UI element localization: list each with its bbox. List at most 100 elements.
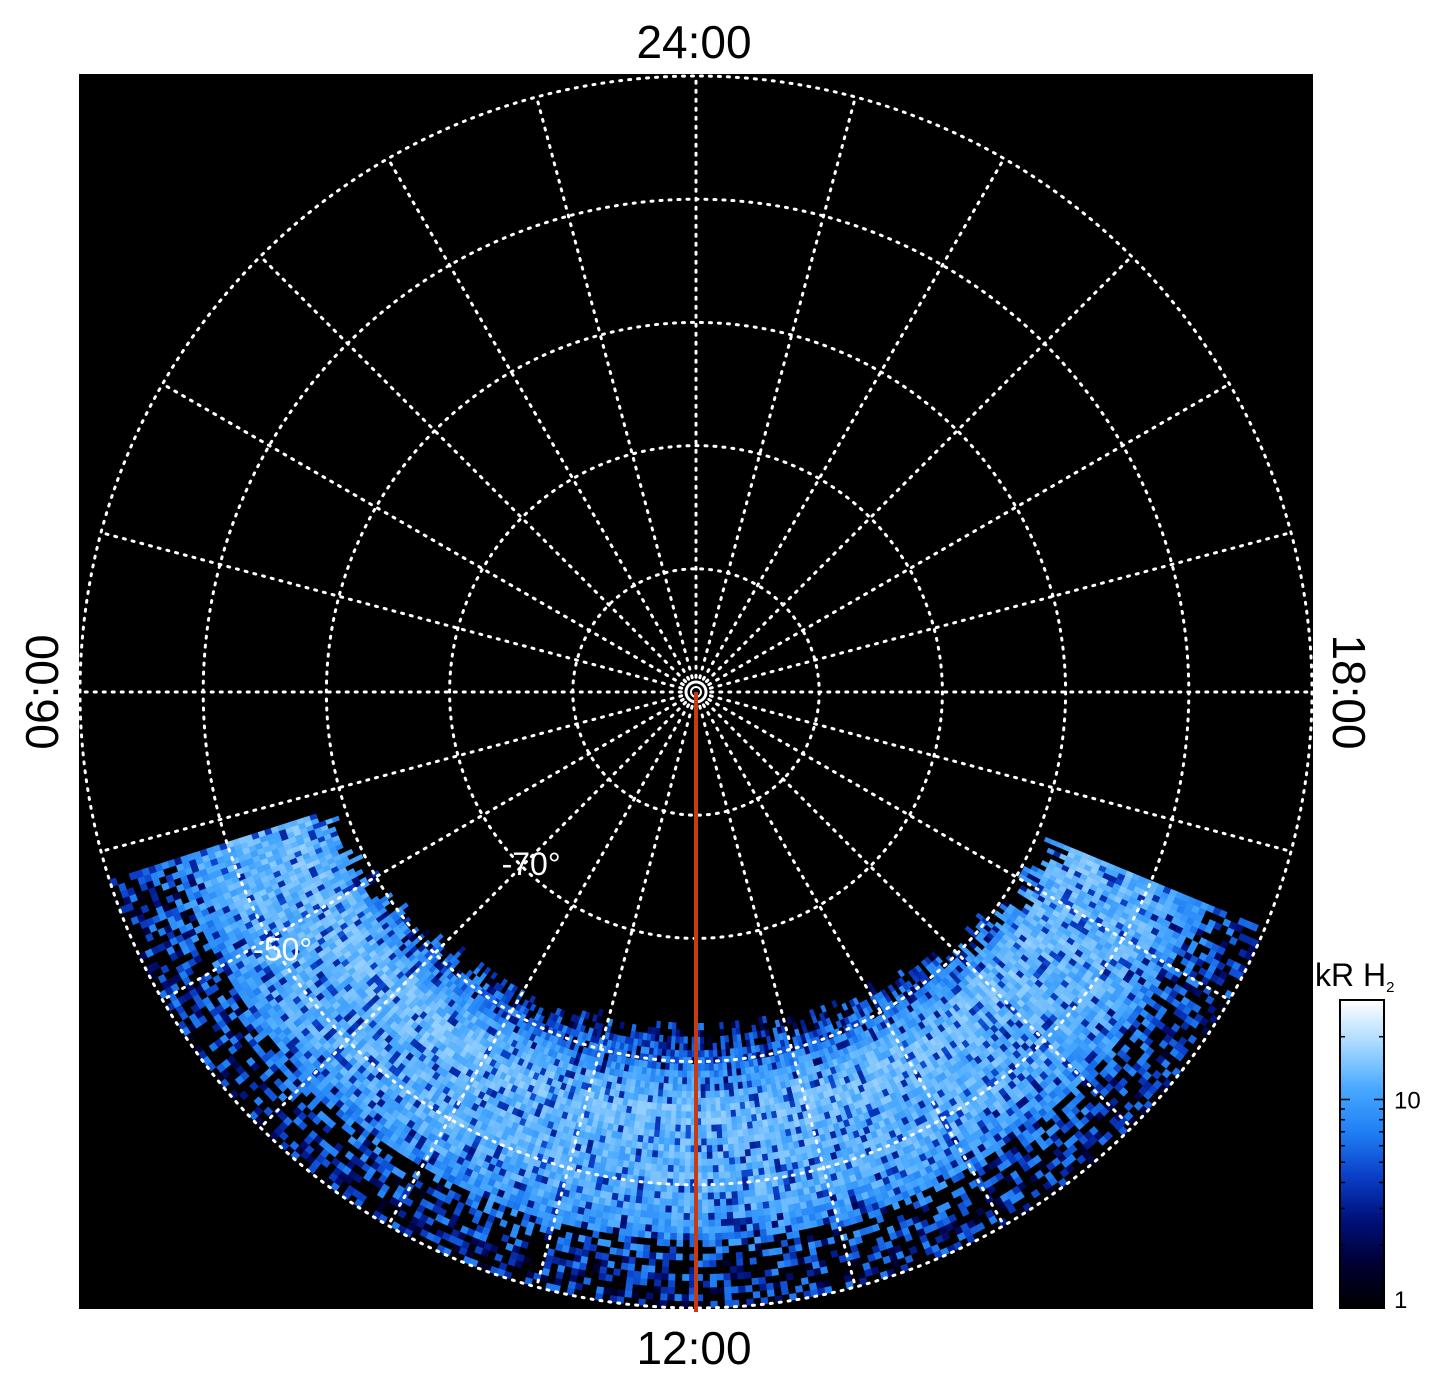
- emission-cell: [760, 1187, 768, 1196]
- emission-cell: [657, 1224, 665, 1233]
- emission-cell: [1077, 978, 1087, 988]
- emission-cell: [1061, 987, 1071, 998]
- emission-cell: [1034, 910, 1044, 919]
- emission-cell: [663, 1232, 671, 1240]
- emission-cell: [673, 1063, 679, 1071]
- emission-cell: [1082, 961, 1092, 971]
- emission-cell: [1012, 941, 1022, 951]
- emission-cell: [666, 1184, 673, 1193]
- emission-cell: [1075, 849, 1084, 858]
- emission-cell: [722, 1143, 729, 1152]
- emission-cell: [632, 1222, 640, 1231]
- emission-cell: [737, 1278, 746, 1287]
- emission-cell: [1036, 868, 1045, 876]
- emission-cell: [999, 914, 1008, 923]
- emission-cell: [1246, 928, 1257, 939]
- emission-cell: [646, 1210, 654, 1219]
- emission-cell: [683, 1043, 688, 1051]
- emission-cell: [757, 1276, 767, 1285]
- emission-cell: [623, 1235, 632, 1244]
- emission-cell: [1062, 860, 1072, 868]
- emission-cell: [629, 1194, 637, 1203]
- emission-cell: [1056, 873, 1066, 882]
- emission-cell: [704, 1077, 710, 1085]
- emission-cell: [669, 1232, 677, 1240]
- emission-cell: [685, 1138, 691, 1146]
- emission-cell: [657, 1150, 664, 1158]
- emission-cell: [743, 1271, 752, 1279]
- emission-cell: [741, 1250, 750, 1259]
- emission-cell: [656, 1238, 664, 1247]
- emission-cell: [719, 1089, 725, 1098]
- emission-cell: [732, 1217, 741, 1226]
- emission-cell: [1032, 914, 1041, 923]
- emission-cell: [705, 1117, 712, 1125]
- emission-cell: [716, 1293, 725, 1301]
- emission-cell: [1039, 983, 1049, 993]
- emission-cell: [1210, 942, 1220, 953]
- emission-cell: [668, 1144, 675, 1152]
- emission-cell: [1062, 953, 1072, 963]
- emission-cell: [669, 1049, 675, 1057]
- emission-cell: [748, 1250, 757, 1259]
- emission-cell: [1034, 899, 1043, 908]
- emission-cell: [752, 1290, 761, 1299]
- emission-cell: [701, 1151, 708, 1159]
- emission-cell: [1101, 967, 1112, 977]
- emission-cell: [634, 1202, 642, 1211]
- emission-cell: [658, 1136, 665, 1145]
- emission-cell: [728, 1089, 735, 1097]
- emission-cell: [675, 1246, 683, 1254]
- emission-cell: [686, 1083, 692, 1092]
- emission-cell: [669, 1062, 675, 1071]
- emission-cell: [728, 1245, 736, 1253]
- emission-cell: [732, 1136, 739, 1144]
- emission-cell: [1029, 918, 1039, 927]
- emission-cell: [655, 1170, 663, 1179]
- emission-cell: [720, 1116, 727, 1125]
- emission-cell: [729, 1163, 736, 1172]
- emission-cell: [655, 1252, 663, 1260]
- emission-cell: [1050, 1000, 1061, 1010]
- emission-cell: [717, 1144, 724, 1152]
- emission-cell: [1200, 916, 1210, 926]
- emission-cell: [977, 931, 986, 940]
- emission-cell: [1052, 988, 1063, 998]
- emission-cell: [701, 1226, 709, 1234]
- emission-cell: [670, 1110, 677, 1118]
- emission-cell: [1059, 958, 1069, 968]
- emission-cell: [1045, 942, 1055, 951]
- emission-cell: [1066, 851, 1076, 860]
- emission-cell: [683, 1185, 691, 1193]
- emission-cell: [725, 1048, 731, 1057]
- emission-cell: [1044, 966, 1054, 976]
- emission-cell: [1059, 896, 1068, 905]
- emission-cell: [701, 1172, 708, 1180]
- emission-cell: [998, 948, 1007, 958]
- emission-cell: [1114, 961, 1124, 971]
- emission-cell: [1092, 891, 1102, 900]
- emission-cell: [743, 1264, 751, 1273]
- emission-cell: [1206, 919, 1217, 929]
- emission-cell: [1077, 861, 1086, 870]
- emission-cell: [633, 1209, 641, 1217]
- emission-cell: [650, 1163, 658, 1171]
- emission-cell: [1097, 924, 1107, 934]
- emission-cell: [744, 1148, 751, 1157]
- emission-cell: [752, 1222, 760, 1231]
- emission-cell: [1073, 870, 1082, 879]
- emission-cell: [647, 1271, 655, 1280]
- emission-cell: [747, 1243, 756, 1252]
- emission-cell: [671, 1103, 677, 1112]
- emission-cell: [639, 1162, 646, 1170]
- emission-cell: [1129, 950, 1139, 960]
- emission-cell: [1120, 951, 1130, 961]
- emission-cell: [710, 1117, 717, 1125]
- emission-cell: [738, 1094, 745, 1103]
- emission-cell: [764, 1268, 773, 1277]
- emission-cell: [1090, 896, 1100, 905]
- emission-cell: [1079, 902, 1089, 911]
- emission-cell: [715, 1252, 723, 1261]
- emission-cell: [734, 1244, 743, 1253]
- emission-cell: [1001, 933, 1011, 942]
